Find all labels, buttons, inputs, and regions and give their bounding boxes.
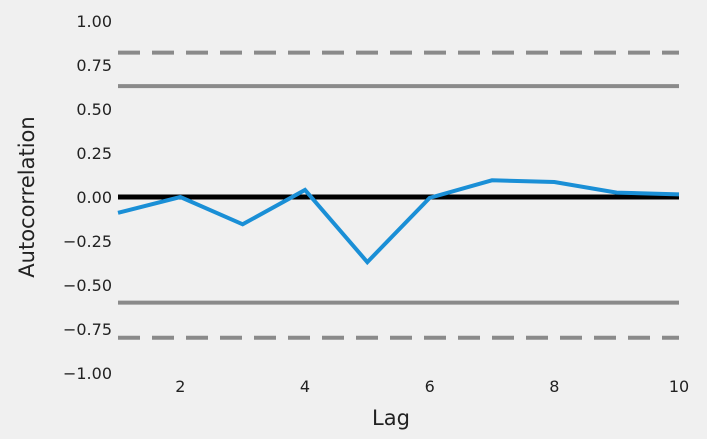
x-tick-label: 6 [425, 377, 435, 396]
y-tick-label: −1.00 [63, 364, 112, 383]
y-tick-label: 0.75 [76, 56, 112, 75]
x-tick-label: 10 [669, 377, 689, 396]
y-tick-labels: −1.00 −0.75 −0.50 −0.25 0.00 0.25 0.50 0.75 1.00 [63, 12, 112, 383]
x-axis-label: Lag [372, 406, 410, 430]
autocorrelation-series-line [117, 178, 680, 266]
y-tick-label: 0.25 [76, 144, 112, 163]
y-tick-label: 0.50 [76, 100, 112, 119]
y-tick-label: 0.00 [76, 188, 112, 207]
confidence-lines [118, 50, 679, 340]
y-tick-label: −0.25 [63, 232, 112, 251]
y-tick-label: −0.50 [63, 276, 112, 295]
y-axis-label: Autocorrelation [15, 116, 39, 277]
y-tick-label: 1.00 [76, 12, 112, 31]
x-tick-label: 2 [175, 377, 185, 396]
y-tick-label: −0.75 [63, 320, 112, 339]
series-group [117, 178, 680, 266]
x-tick-label: 8 [549, 377, 559, 396]
x-tick-label: 4 [300, 377, 310, 396]
x-tick-labels: 2 4 6 8 10 [175, 377, 689, 396]
